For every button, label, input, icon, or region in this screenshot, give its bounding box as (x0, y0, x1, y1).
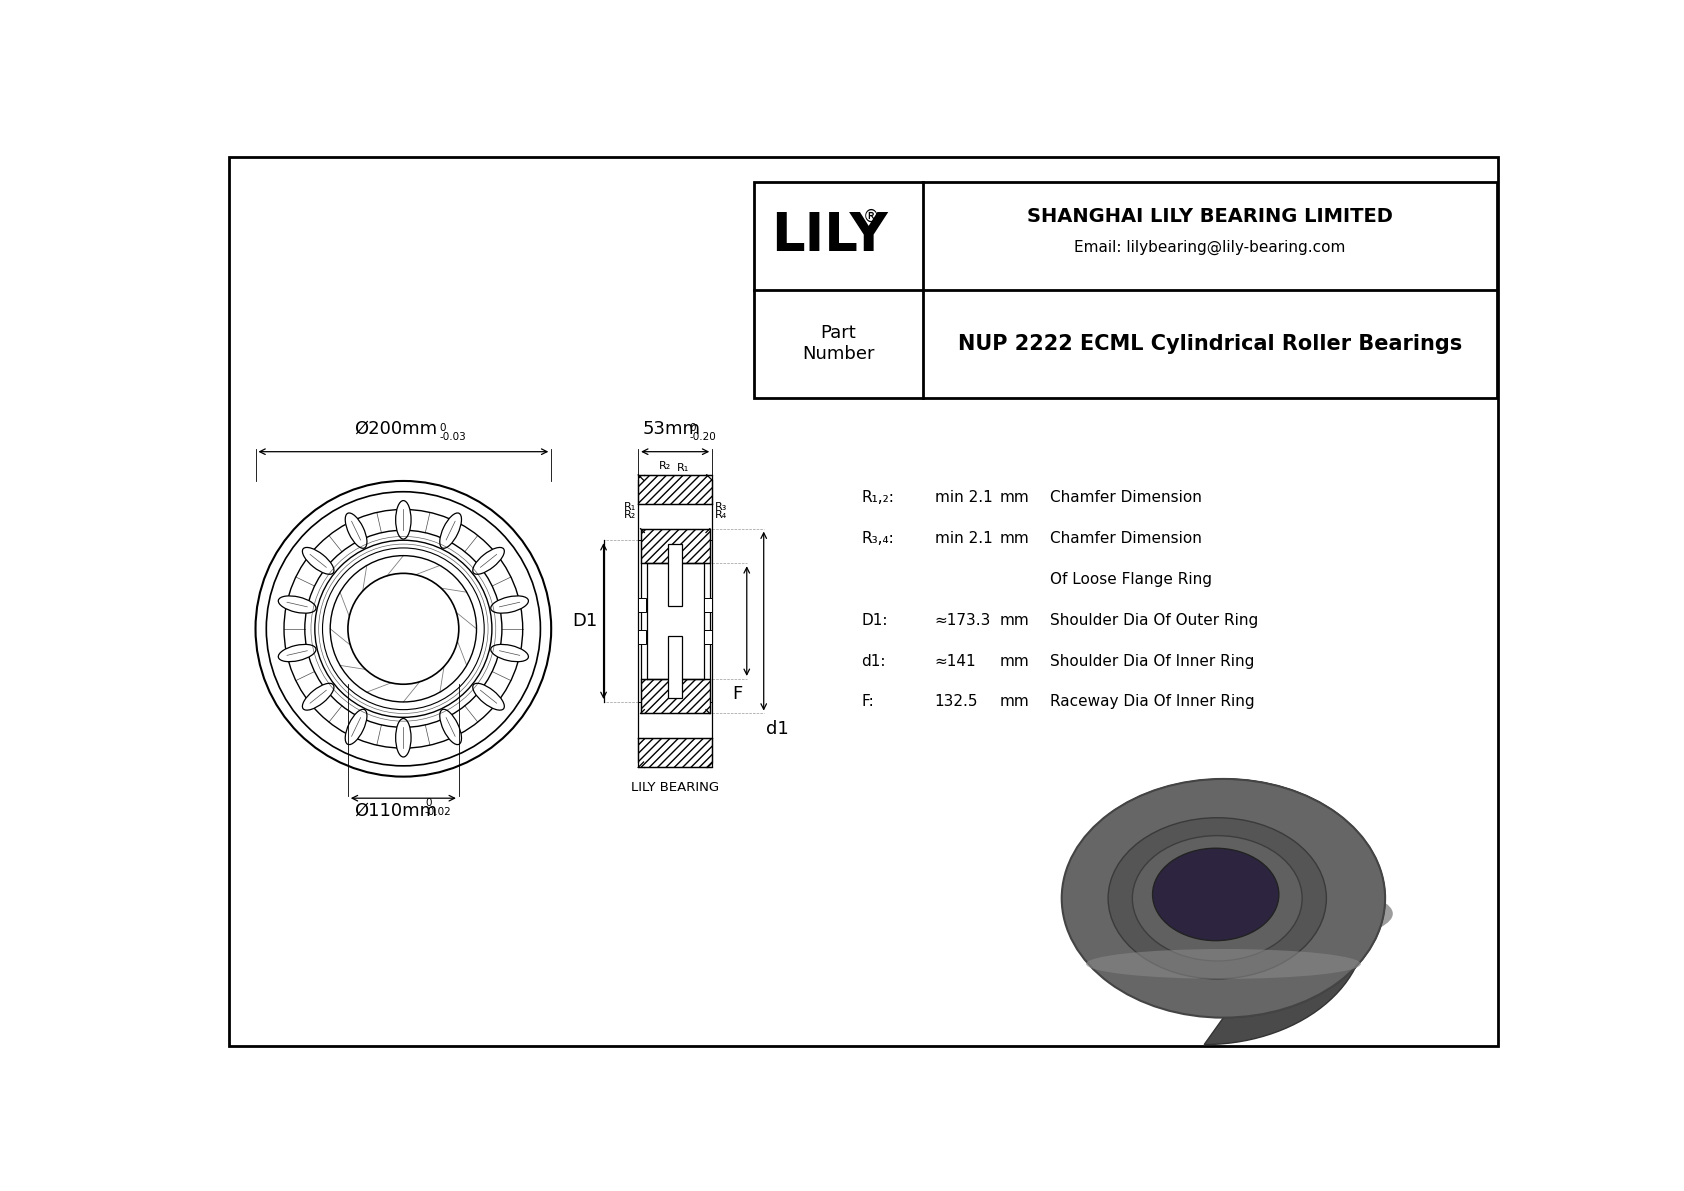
Text: R₂: R₂ (623, 510, 637, 520)
Ellipse shape (1069, 878, 1393, 949)
Text: Ø200mm: Ø200mm (354, 420, 438, 438)
Polygon shape (1204, 779, 1384, 1045)
Bar (640, 529, 711, 563)
Text: mm: mm (1000, 491, 1031, 505)
Text: Email: lilybearing@lily-bearing.com: Email: lilybearing@lily-bearing.com (1074, 241, 1346, 255)
Text: -0.20: -0.20 (689, 431, 716, 442)
Ellipse shape (1132, 836, 1302, 961)
Text: R₁,₂:: R₁,₂: (862, 491, 894, 505)
Text: 132.5: 132.5 (935, 694, 978, 710)
Text: LILY BEARING: LILY BEARING (632, 781, 719, 794)
Text: Chamfer Dimension: Chamfer Dimension (1051, 531, 1202, 547)
Text: mm: mm (1000, 694, 1031, 710)
Ellipse shape (490, 644, 529, 662)
Text: D1:: D1: (862, 613, 887, 628)
Text: min 2.1: min 2.1 (935, 531, 992, 547)
Text: d1:: d1: (862, 654, 886, 668)
Ellipse shape (1152, 848, 1278, 941)
Text: Ø110mm: Ø110mm (354, 802, 438, 821)
Text: Part
Number: Part Number (802, 324, 874, 363)
Bar (638, 598, 647, 612)
Text: -0.03: -0.03 (440, 431, 466, 442)
Text: ®: ® (862, 208, 879, 226)
Polygon shape (1090, 779, 1337, 841)
Text: mm: mm (1000, 613, 1031, 628)
Bar (754, 182, 1497, 398)
Ellipse shape (1061, 779, 1386, 1017)
Bar (704, 630, 712, 644)
Text: 0: 0 (424, 798, 431, 809)
Bar (704, 598, 712, 612)
Ellipse shape (440, 710, 461, 744)
Bar (640, 679, 711, 713)
Text: min 2.1: min 2.1 (935, 491, 992, 505)
Text: mm: mm (1000, 531, 1031, 547)
Text: D1: D1 (573, 612, 598, 630)
Ellipse shape (396, 718, 411, 757)
Ellipse shape (1086, 949, 1361, 979)
Text: R₁: R₁ (623, 501, 637, 512)
Text: 53mm: 53mm (642, 420, 701, 438)
Text: Chamfer Dimension: Chamfer Dimension (1051, 491, 1202, 505)
Bar (669, 544, 682, 606)
Ellipse shape (278, 644, 317, 662)
Text: 0: 0 (440, 423, 446, 434)
Text: Of Loose Flange Ring: Of Loose Flange Ring (1051, 572, 1212, 587)
Ellipse shape (440, 513, 461, 548)
Bar (638, 738, 712, 767)
Text: d1: d1 (766, 719, 788, 737)
Text: Shoulder Dia Of Outer Ring: Shoulder Dia Of Outer Ring (1051, 613, 1258, 628)
Ellipse shape (1108, 818, 1327, 979)
Bar (638, 630, 647, 644)
Ellipse shape (396, 500, 411, 540)
Ellipse shape (345, 513, 367, 548)
Text: R₃,₄:: R₃,₄: (862, 531, 894, 547)
Bar (669, 636, 682, 698)
Ellipse shape (490, 596, 529, 613)
Text: F: F (733, 685, 743, 703)
Text: Shoulder Dia Of Inner Ring: Shoulder Dia Of Inner Ring (1051, 654, 1255, 668)
Text: F:: F: (862, 694, 874, 710)
Ellipse shape (473, 684, 504, 710)
Text: NUP 2222 ECML Cylindrical Roller Bearings: NUP 2222 ECML Cylindrical Roller Bearing… (958, 333, 1462, 354)
Text: LILY: LILY (771, 210, 887, 262)
Text: ≈173.3: ≈173.3 (935, 613, 992, 628)
Text: -0.02: -0.02 (424, 807, 451, 817)
Ellipse shape (345, 710, 367, 744)
Text: mm: mm (1000, 654, 1031, 668)
Text: Raceway Dia Of Inner Ring: Raceway Dia Of Inner Ring (1051, 694, 1255, 710)
Text: R₁: R₁ (677, 463, 689, 473)
Text: R₂: R₂ (658, 461, 672, 470)
Text: SHANGHAI LILY BEARING LIMITED: SHANGHAI LILY BEARING LIMITED (1027, 207, 1393, 226)
Ellipse shape (278, 596, 317, 613)
Bar (638, 475, 712, 504)
Text: 0: 0 (689, 423, 695, 434)
Ellipse shape (303, 684, 333, 710)
Text: R₃: R₃ (714, 501, 727, 512)
Ellipse shape (303, 548, 333, 574)
Ellipse shape (473, 548, 504, 574)
Text: R₄: R₄ (714, 510, 727, 520)
Text: ≈141: ≈141 (935, 654, 977, 668)
